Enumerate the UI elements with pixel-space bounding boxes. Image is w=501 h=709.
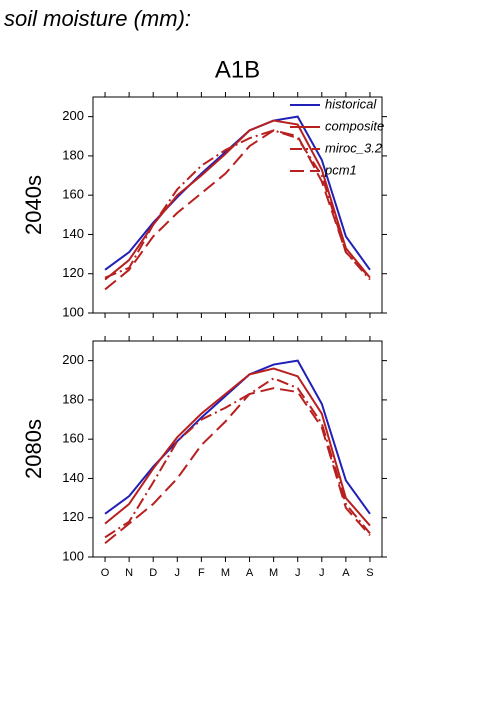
series-line [104,387,371,545]
y-tick-label: 100 [62,548,84,563]
legend-label: pcm1 [324,162,357,177]
legend-label: miroc_3.2 [325,140,383,155]
x-tick-label: M [221,567,230,579]
series-line [104,367,371,527]
x-tick-label: M [269,567,278,579]
y-tick-label: 140 [62,226,84,241]
series-line [104,129,371,291]
x-tick-label: J [175,567,181,579]
chart-title: A1B [215,56,260,83]
x-tick-label: D [149,567,157,579]
y-tick-label: 100 [62,304,84,319]
plot-frame [92,340,383,558]
x-tick-label: S [366,567,373,579]
y-tick-label: 180 [62,147,84,162]
legend-label: historical [325,96,377,111]
y-tick-label: 180 [62,391,84,406]
x-tick-label: O [101,567,110,579]
y-tick-label: 200 [62,352,84,367]
series-line [104,129,371,281]
y-tick-label: 120 [62,265,84,280]
y-axis-label: 2080s [21,419,46,479]
x-tick-label: N [125,567,133,579]
plot-frame [92,96,383,314]
y-tick-label: 140 [62,470,84,485]
page-heading: soil moisture (mm): [4,6,191,31]
x-tick-label: J [319,567,325,579]
x-tick-label: A [342,567,350,579]
y-tick-label: 160 [62,187,84,202]
y-tick-label: 160 [62,431,84,446]
y-tick-label: 120 [62,509,84,524]
x-tick-label: J [295,567,301,579]
y-tick-label: 200 [62,108,84,123]
legend-label: composite [325,118,384,133]
x-tick-label: F [198,567,205,579]
y-axis-label: 2040s [21,175,46,235]
x-tick-label: A [246,567,254,579]
series-line [104,377,371,539]
